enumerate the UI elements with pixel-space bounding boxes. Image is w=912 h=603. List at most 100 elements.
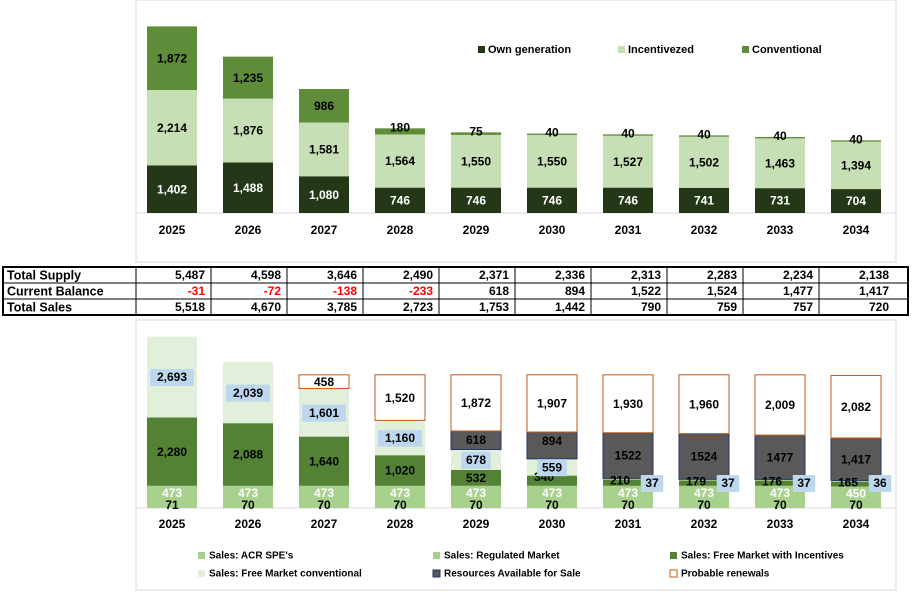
top-bar-incentivezed-2028 — [375, 134, 425, 188]
bottom-x-tick-label: 2031 — [615, 517, 642, 531]
bottom-value-label: 70 — [393, 498, 407, 512]
bottom-value-label: 618 — [466, 433, 486, 447]
table-row-label: Total Sales — [7, 300, 72, 314]
table-cell: -138 — [333, 284, 357, 298]
table-cell: 618 — [489, 284, 509, 298]
table-cell: 1,477 — [783, 284, 813, 298]
top-legend-label: Incentivezed — [628, 44, 694, 56]
bottom-value-label: 179 — [686, 475, 706, 489]
bottom-bar-probable-renewals-2029 — [450, 374, 502, 432]
top-x-tick-label: 2031 — [615, 223, 642, 237]
top-bar-label: 40 — [773, 129, 787, 143]
top-x-tick-label: 2034 — [843, 223, 870, 237]
bottom-bar-resources-available-for-sale-2034 — [830, 437, 882, 481]
top-bar-label: 731 — [770, 194, 790, 208]
bottom-bar-sales-free-market-with-incentives-2026 — [223, 423, 273, 486]
table-cell: 894 — [565, 284, 585, 298]
table-cell: 2,234 — [783, 268, 813, 282]
bottom-value-label: 70 — [469, 498, 483, 512]
top-bar-label: 1,235 — [233, 71, 263, 85]
bottom-x-tick-label: 2026 — [235, 517, 262, 531]
bottom-value-label: 1,960 — [689, 397, 719, 411]
top-bar-label: 1,564 — [385, 154, 415, 168]
bottom-x-tick-label: 2030 — [539, 517, 566, 531]
top-legend-swatch — [478, 46, 485, 53]
top-bar-own-generation-2032 — [679, 187, 729, 213]
top-bar-label: 1,080 — [309, 188, 339, 202]
top-bar-label: 40 — [545, 126, 559, 140]
top-bar-incentivezed-2031 — [603, 135, 653, 188]
table-cell: 2,371 — [479, 268, 509, 282]
bottom-bar-sales-acr-spe-s-2031 — [603, 500, 653, 508]
summary-table-frame — [2, 266, 909, 316]
bottom-bar-sales-acr-spe-s-2033 — [755, 500, 805, 508]
bottom-value-label: 473 — [314, 486, 334, 500]
top-legend-label: Own generation — [488, 44, 571, 56]
bottom-legend-swatch — [669, 569, 678, 578]
top-bar-incentivezed-2030 — [527, 134, 577, 188]
bottom-bar-probable-renewals-2028 — [374, 374, 426, 421]
bottom-legend-swatch — [198, 570, 205, 577]
top-bar-own-generation-2026 — [223, 162, 273, 213]
bottom-value-label: 37 — [645, 476, 659, 490]
table-cell: 2,313 — [631, 268, 661, 282]
top-bar-label: 1,394 — [841, 159, 871, 173]
top-bar-conventional-2027 — [299, 89, 349, 123]
bottom-bar-sales-regulated-market-2027 — [299, 485, 349, 500]
bottom-bar-probable-renewals-2033 — [754, 374, 806, 436]
bottom-value-label: 473 — [238, 486, 258, 500]
bottom-bar-sales-acr-spe-s-2026 — [223, 500, 273, 508]
bottom-value-label-box — [792, 475, 816, 492]
bottom-bar-sales-acr-spe-s-2030 — [527, 500, 577, 508]
bottom-value-label: 70 — [545, 498, 559, 512]
top-bar-label: 1,550 — [537, 154, 567, 168]
bottom-value-label-box — [868, 475, 892, 492]
bottom-bar-sales-acr-spe-s-2025 — [147, 500, 197, 508]
table-cell: 5,487 — [175, 268, 205, 282]
bottom-bar-sales-free-market-with-incentives-2033 — [755, 480, 805, 486]
top-bar-conventional-2033 — [755, 137, 805, 139]
bottom-value-label: 1,160 — [385, 431, 415, 445]
bottom-legend-label: Resources Available for Sale — [444, 569, 581, 580]
bottom-value-label: 71 — [165, 498, 179, 512]
bottom-value-label: 1,520 — [385, 391, 415, 405]
top-bar-label: 704 — [846, 194, 866, 208]
bottom-x-tick-label: 2032 — [691, 517, 718, 531]
table-row-label: Current Balance — [7, 284, 104, 298]
bottom-x-tick-label: 2027 — [311, 517, 338, 531]
bottom-bar-sales-regulated-market-2029 — [451, 485, 501, 500]
top-x-tick-label: 2028 — [387, 223, 414, 237]
bottom-bar-sales-regulated-market-2034 — [831, 486, 881, 500]
bottom-value-label: 559 — [542, 460, 562, 474]
bottom-x-tick-label: 2034 — [843, 517, 870, 531]
bottom-bar-probable-renewals-2032 — [678, 374, 730, 435]
top-x-tick-label: 2032 — [691, 223, 718, 237]
bottom-value-label-box — [640, 475, 664, 492]
bottom-value-label: 678 — [466, 453, 486, 467]
bottom-bar-sales-free-market-with-incentives-2030 — [527, 475, 577, 486]
bottom-bar-sales-free-market-with-incentives-2025 — [147, 417, 197, 486]
table-cell: 1,442 — [555, 300, 585, 314]
bottom-bar-sales-free-market-conventional-2033 — [755, 479, 805, 481]
bottom-value-label: 473 — [390, 486, 410, 500]
bottom-value-label: 473 — [694, 486, 714, 500]
top-bar-own-generation-2028 — [375, 187, 425, 213]
bottom-bar-probable-renewals-2034 — [830, 375, 882, 439]
bottom-bar-sales-acr-spe-s-2028 — [375, 500, 425, 508]
table-cell: 2,490 — [403, 268, 433, 282]
bottom-value-label: 37 — [797, 476, 811, 490]
bottom-value-label: 210 — [610, 474, 630, 488]
top-bar-label: 75 — [469, 125, 483, 139]
top-bar-conventional-2030 — [527, 133, 577, 135]
bottom-legend-swatch — [670, 552, 677, 559]
top-bar-label: 40 — [849, 132, 863, 146]
bottom-x-tick-label: 2028 — [387, 517, 414, 531]
top-bar-own-generation-2030 — [527, 187, 577, 213]
table-cell: -31 — [188, 284, 206, 298]
bottom-legend-label: Sales: Free Market with Incentives — [681, 551, 844, 562]
top-bar-conventional-2025 — [147, 26, 197, 91]
bottom-bar-sales-regulated-market-2028 — [375, 485, 425, 500]
bottom-value-label: 165 — [838, 476, 858, 490]
bottom-value-label: 36 — [873, 476, 887, 490]
top-x-tick-label: 2030 — [539, 223, 566, 237]
